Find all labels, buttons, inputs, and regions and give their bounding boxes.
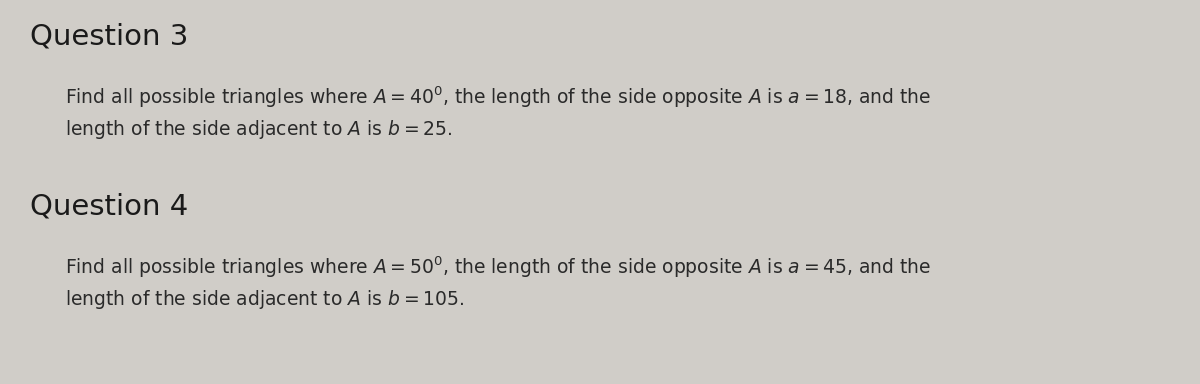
Text: length of the side adjacent to $A$ is $b = 25$.: length of the side adjacent to $A$ is $b… <box>65 118 452 141</box>
Text: Question 3: Question 3 <box>30 22 188 50</box>
Text: Find all possible triangles where $A = 40^{0}$, the length of the side opposite : Find all possible triangles where $A = 4… <box>65 85 931 111</box>
Text: Question 4: Question 4 <box>30 192 188 220</box>
Text: Find all possible triangles where $A = 50^{0}$, the length of the side opposite : Find all possible triangles where $A = 5… <box>65 255 931 280</box>
Text: length of the side adjacent to $A$ is $b = 105$.: length of the side adjacent to $A$ is $b… <box>65 288 464 311</box>
